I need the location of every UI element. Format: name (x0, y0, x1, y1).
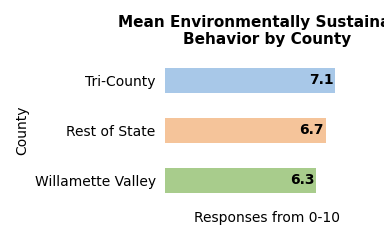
Bar (166, 68, 336, 93)
Title: Mean Environmentally Sustainable
Behavior by County: Mean Environmentally Sustainable Behavio… (118, 15, 384, 47)
Bar (166, 168, 316, 193)
Text: 7.1: 7.1 (309, 73, 334, 88)
X-axis label: Responses from 0-10: Responses from 0-10 (194, 211, 340, 225)
Text: 6.3: 6.3 (290, 174, 314, 187)
Y-axis label: County: County (15, 106, 29, 155)
Bar (166, 118, 326, 143)
Text: 6.7: 6.7 (300, 123, 324, 138)
